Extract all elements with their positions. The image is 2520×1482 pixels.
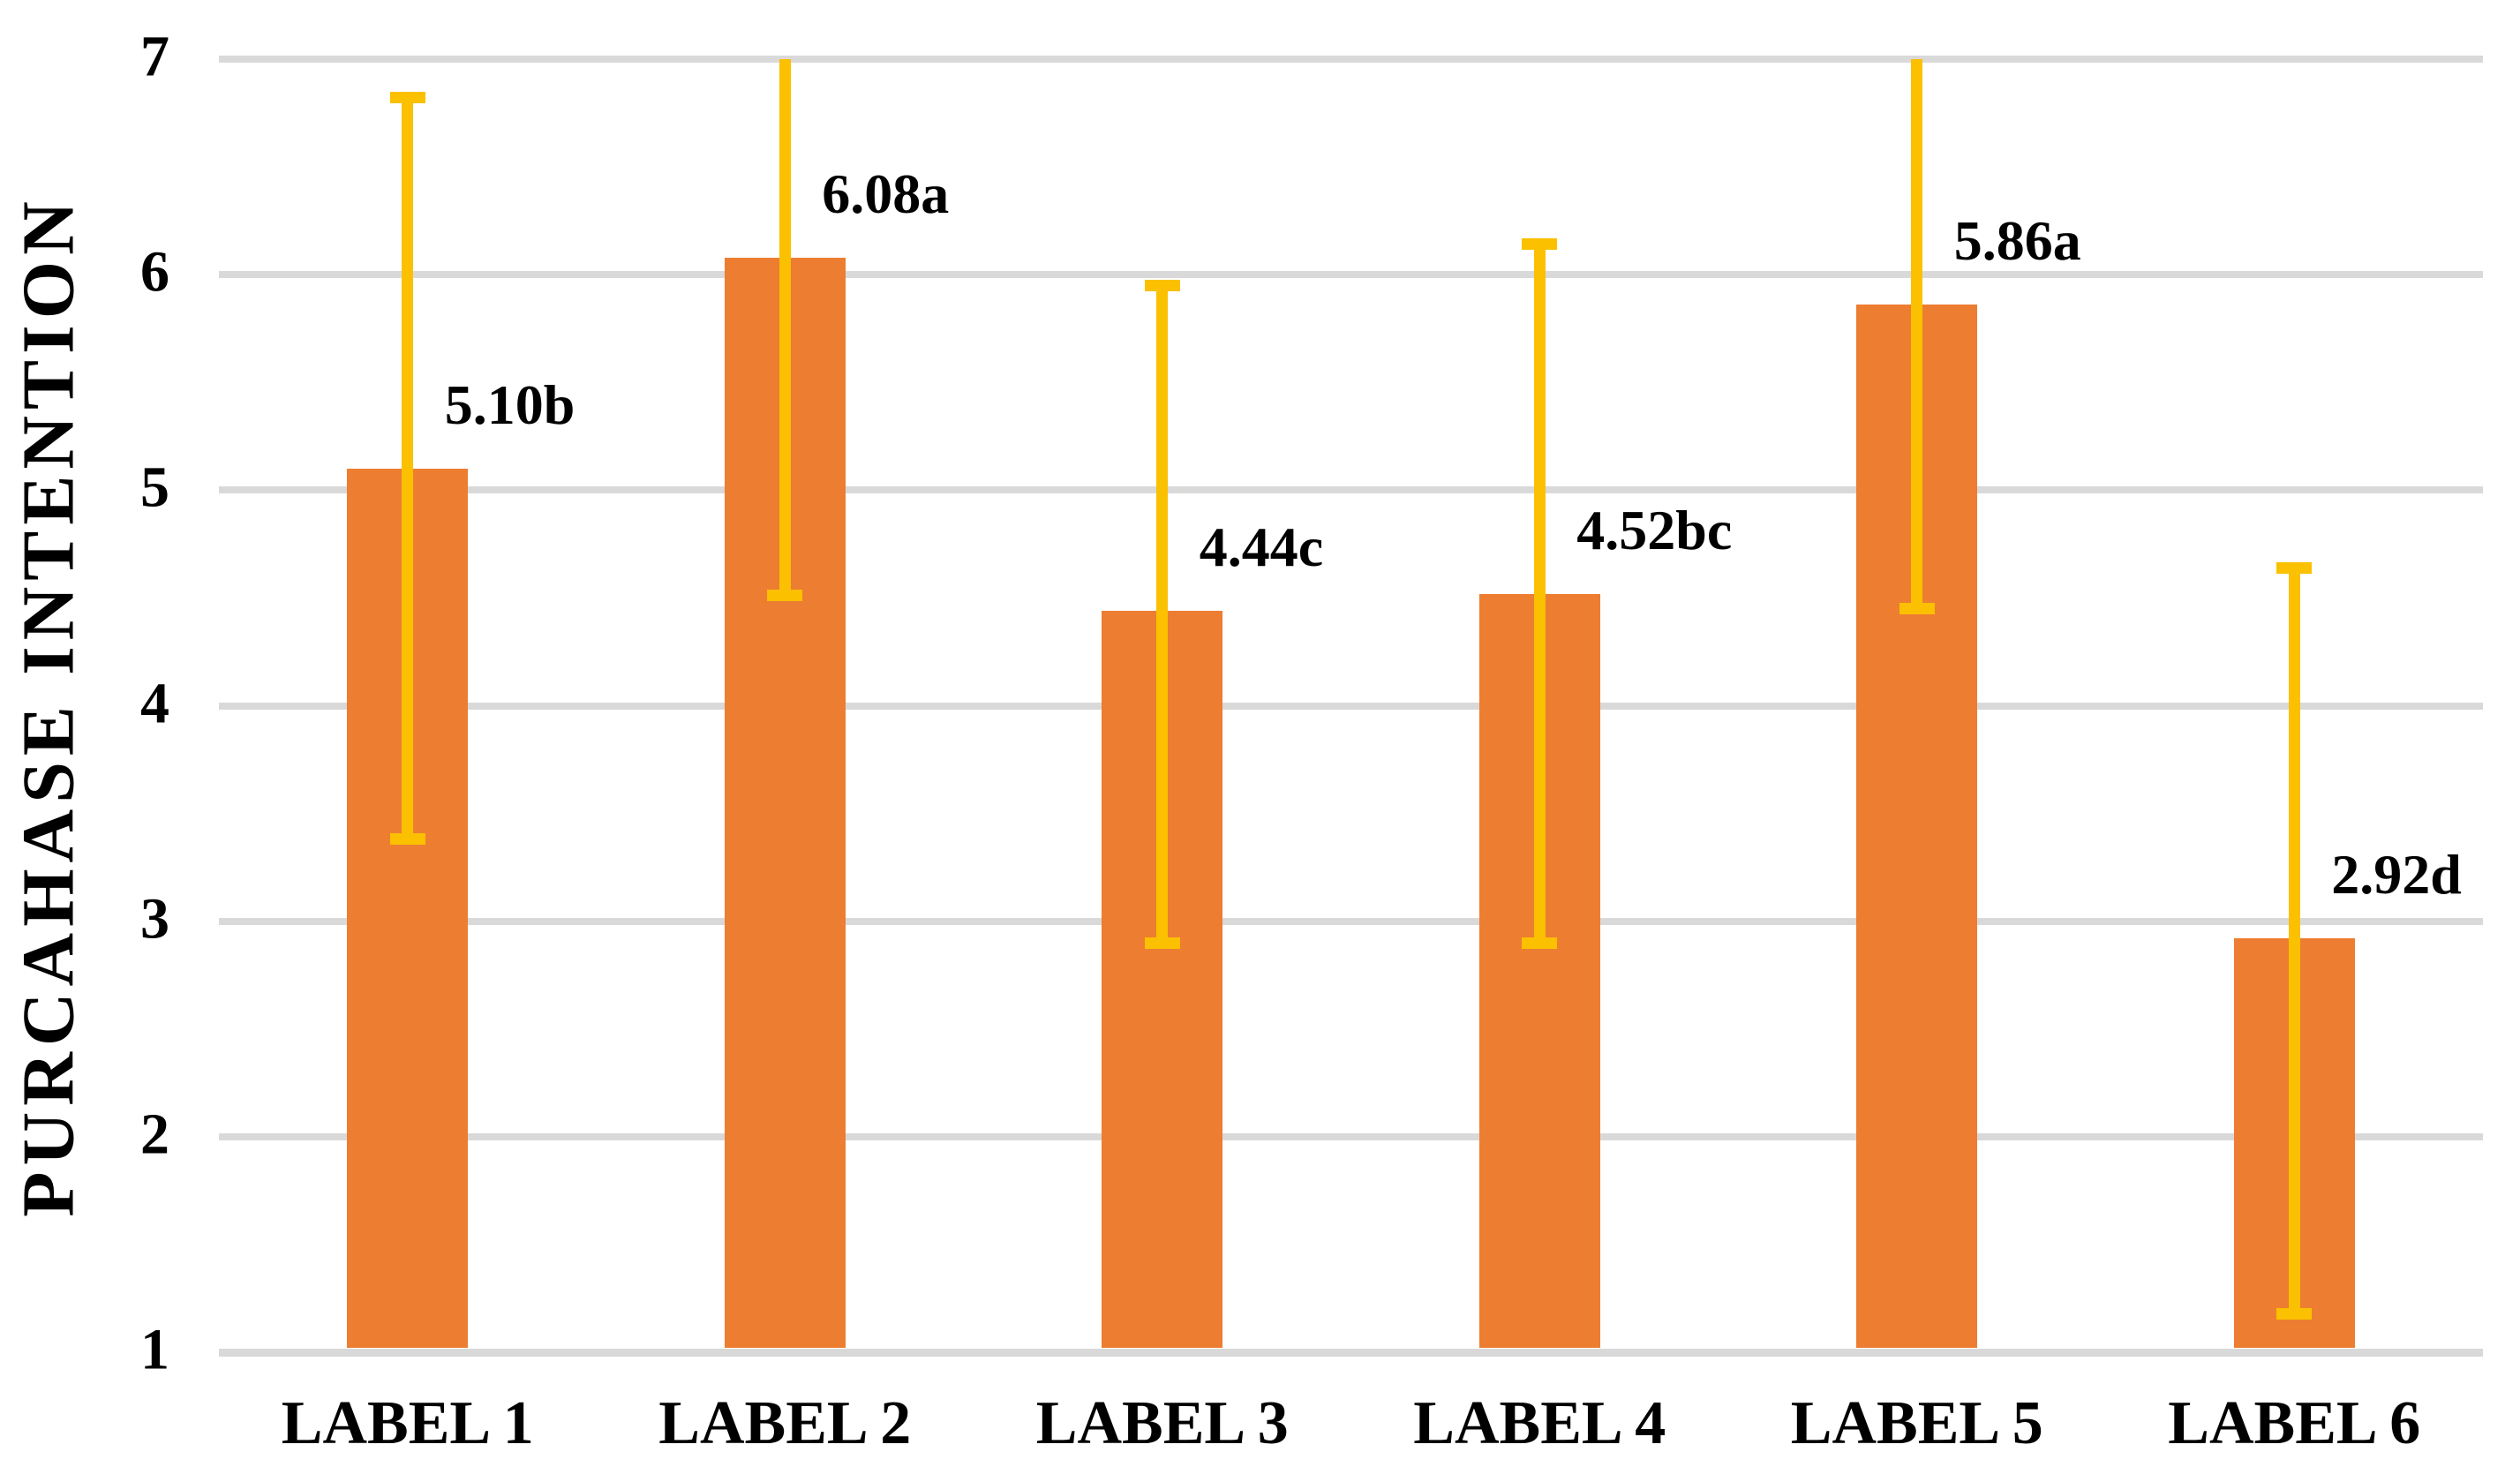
- error-bar-top-cap: [389, 92, 425, 104]
- value-label: 4.44c: [1199, 515, 1324, 579]
- gridline: [219, 486, 2483, 494]
- x-category-label: LABEL 4: [1413, 1389, 1666, 1457]
- gridline: [219, 1132, 2483, 1140]
- y-tick-label: 5: [140, 455, 169, 520]
- error-bar-bottom-cap: [389, 833, 425, 846]
- y-tick-label: 7: [140, 24, 169, 89]
- x-category-label: LABEL 3: [1035, 1389, 1289, 1457]
- error-bar-top-cap: [2276, 561, 2313, 574]
- error-bar-bottom-cap: [767, 590, 803, 602]
- gridline: [219, 56, 2483, 63]
- value-label: 6.08a: [822, 162, 950, 225]
- value-label: 4.52bc: [1576, 498, 1733, 561]
- error-bar-bottom-cap: [1899, 603, 1935, 615]
- gridline: [219, 271, 2483, 279]
- y-tick-label: 3: [140, 886, 169, 952]
- y-tick-label: 6: [140, 239, 169, 305]
- y-tick-label: 4: [140, 670, 169, 735]
- error-bar-top-cap: [1522, 238, 1558, 251]
- error-bar-top-cap: [1144, 279, 1180, 291]
- error-bar-line: [402, 97, 414, 839]
- error-bar-line: [1156, 285, 1169, 944]
- error-bar-line: [1533, 244, 1546, 944]
- gridline: [219, 702, 2483, 710]
- x-axis-line: [219, 1348, 2483, 1357]
- error-bar-line: [2288, 568, 2300, 1314]
- error-bar-bottom-cap: [2276, 1307, 2313, 1320]
- x-category-label: LABEL 1: [281, 1389, 534, 1457]
- value-label: 5.10b: [444, 372, 575, 436]
- error-bar-line: [779, 59, 791, 596]
- y-tick-label: 2: [140, 1102, 169, 1167]
- x-category-label: LABEL 6: [2168, 1389, 2421, 1457]
- y-tick-label: 1: [140, 1317, 169, 1382]
- x-category-label: LABEL 5: [1790, 1389, 2043, 1457]
- gridline: [219, 917, 2483, 925]
- error-bar-line: [1911, 59, 1923, 609]
- error-bar-bottom-cap: [1522, 937, 1558, 949]
- x-category-label: LABEL 2: [658, 1389, 912, 1457]
- value-label: 5.86a: [1953, 209, 2081, 273]
- value-label: 2.92d: [2331, 843, 2462, 907]
- error-bar-bottom-cap: [1144, 937, 1180, 949]
